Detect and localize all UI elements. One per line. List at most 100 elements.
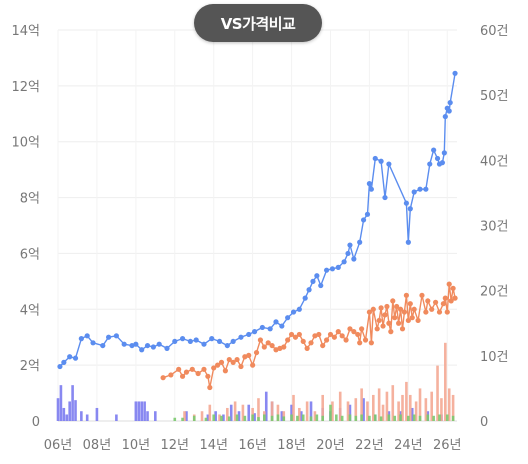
x-axis: 06년 08년 10년 12년 14년 16년 18년 20년 22년 24년 26년	[44, 438, 462, 453]
volume-bar	[253, 413, 256, 421]
price-point	[133, 341, 139, 347]
volume-bar	[270, 415, 274, 421]
volume-bar	[270, 401, 274, 421]
price-point	[452, 295, 458, 301]
volume-bar	[143, 401, 146, 421]
price-point	[261, 344, 267, 350]
price-point	[397, 306, 404, 312]
volume-bar	[233, 401, 237, 421]
price-point	[378, 158, 384, 164]
volume-bar	[298, 407, 301, 421]
price-point	[351, 329, 357, 335]
volume-bar	[80, 411, 83, 421]
volume-bar	[220, 415, 223, 421]
price-point	[436, 309, 443, 315]
volume-bars	[56, 342, 455, 421]
y-right-tick-label: 0	[480, 415, 488, 430]
price-point	[156, 341, 162, 347]
volume-bar	[346, 401, 350, 421]
volume-bar	[192, 415, 196, 421]
volume-bar	[340, 415, 344, 421]
volume-bar	[309, 401, 313, 421]
price-point	[230, 338, 236, 345]
price-point	[411, 306, 417, 312]
volume-bar	[360, 414, 363, 421]
volume-bar	[214, 411, 217, 421]
price-point	[388, 329, 394, 335]
price-point	[72, 355, 79, 361]
volume-bar	[299, 411, 303, 421]
volume-bar	[335, 414, 338, 421]
x-tick-label: 20년	[316, 438, 345, 453]
price-point	[84, 333, 90, 339]
price-point	[409, 315, 415, 321]
price-point	[296, 306, 302, 312]
volume-bar	[397, 401, 400, 421]
price-point	[434, 155, 441, 162]
price-lines	[57, 70, 458, 391]
price-point	[427, 161, 433, 167]
price-point	[405, 239, 411, 245]
price-point	[279, 323, 285, 329]
price-point	[67, 354, 73, 360]
price-point	[386, 320, 392, 326]
vs-compare-button[interactable]: VS가격비교	[194, 4, 322, 42]
price-point	[234, 356, 240, 363]
price-point	[296, 331, 302, 338]
volume-bar	[282, 416, 286, 421]
price-point	[376, 317, 382, 324]
price-point	[316, 331, 322, 338]
volume-bar	[393, 415, 397, 421]
price-point	[195, 370, 201, 377]
volume-bar	[292, 394, 295, 421]
volume-bar	[405, 381, 408, 421]
y-left-tick-label: 10억	[11, 136, 40, 151]
price-point	[308, 340, 314, 346]
volume-bar	[412, 414, 416, 421]
volume-bar	[305, 401, 309, 421]
volume-bar	[414, 401, 418, 421]
price-point	[401, 309, 408, 315]
price-point	[415, 317, 421, 324]
volume-bar	[438, 414, 441, 421]
price-point	[144, 342, 151, 349]
volume-bar	[251, 414, 254, 421]
price-point	[222, 368, 228, 374]
price-point	[90, 340, 96, 346]
volume-bar	[377, 388, 381, 421]
price-point	[230, 359, 236, 365]
price-point	[374, 326, 380, 332]
volume-bar	[290, 404, 293, 421]
volume-bar	[146, 411, 149, 421]
volume-bar	[290, 414, 293, 421]
volume-bar	[451, 415, 455, 421]
volume-bar	[424, 398, 428, 421]
volume-bar	[381, 404, 385, 421]
price-point	[78, 336, 84, 342]
price-point	[399, 326, 406, 332]
x-tick-label: 18년	[277, 438, 306, 453]
volume-bar	[59, 385, 63, 421]
volume-bar	[204, 417, 208, 421]
volume-bar	[309, 416, 313, 421]
price-point	[179, 336, 186, 342]
volume-bar	[408, 394, 412, 421]
volume-bar	[235, 414, 239, 421]
volume-bar	[74, 400, 77, 421]
price-point	[423, 186, 429, 192]
price-point	[339, 333, 345, 339]
volume-bar	[331, 401, 334, 421]
price-point	[323, 267, 330, 273]
volume-bar	[426, 414, 430, 421]
price-point	[207, 384, 213, 391]
price-point	[442, 113, 448, 120]
volume-bar	[313, 411, 317, 421]
price-point	[257, 337, 264, 343]
volume-bar	[444, 342, 447, 421]
price-point	[366, 309, 373, 315]
x-tick-label: 22년	[355, 438, 384, 453]
price-point	[251, 329, 258, 335]
price-point	[355, 331, 361, 338]
volume-bar	[241, 404, 245, 421]
x-tick-label: 08년	[83, 438, 112, 453]
